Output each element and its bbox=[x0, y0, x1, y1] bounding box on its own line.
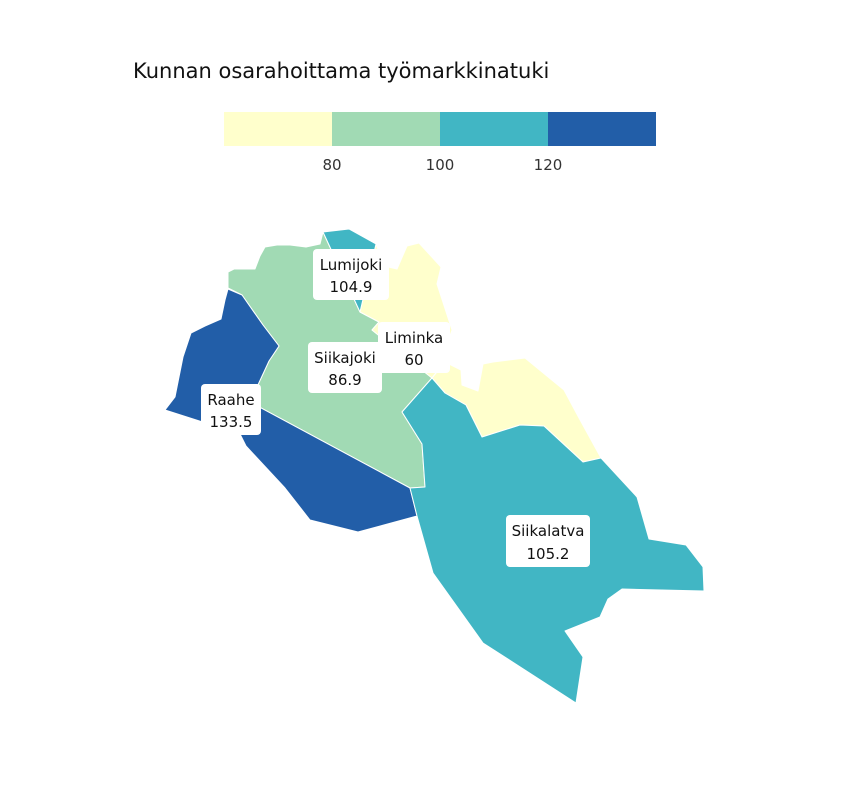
legend-bin-2 bbox=[332, 112, 440, 146]
region-labels: Lumijoki 104.9 Liminka 60 Siikajoki 86.9… bbox=[201, 249, 590, 567]
legend: 80 100 120 bbox=[224, 112, 656, 174]
label-siikalatva-name: Siikalatva bbox=[512, 522, 585, 540]
label-liminka: Liminka 60 bbox=[378, 322, 450, 373]
legend-bin-3 bbox=[440, 112, 548, 146]
legend-tick-80: 80 bbox=[322, 156, 341, 174]
label-liminka-box bbox=[378, 322, 450, 373]
label-siikajoki-value: 86.9 bbox=[328, 371, 361, 389]
label-siikajoki: Siikajoki 86.9 bbox=[308, 342, 382, 393]
label-siikajoki-name: Siikajoki bbox=[314, 349, 376, 367]
label-lumijoki-value: 104.9 bbox=[330, 278, 373, 296]
label-siikajoki-box bbox=[308, 342, 382, 393]
label-raahe-value: 133.5 bbox=[210, 413, 253, 431]
label-lumijoki: Lumijoki 104.9 bbox=[313, 249, 389, 300]
label-raahe: Raahe 133.5 bbox=[201, 384, 261, 435]
label-lumijoki-name: Lumijoki bbox=[320, 256, 383, 274]
legend-bin-1 bbox=[224, 112, 332, 146]
map-title: Kunnan osarahoittama työmarkkinatuki bbox=[133, 59, 549, 83]
legend-tick-120: 120 bbox=[534, 156, 563, 174]
label-lumijoki-box bbox=[313, 249, 389, 300]
regions bbox=[164, 228, 705, 704]
label-raahe-box bbox=[201, 384, 261, 435]
region-raahe[interactable] bbox=[164, 288, 418, 533]
label-liminka-value: 60 bbox=[404, 351, 423, 369]
label-siikalatva-value: 105.2 bbox=[527, 545, 570, 563]
label-siikalatva-box bbox=[506, 515, 590, 567]
label-liminka-name: Liminka bbox=[385, 329, 443, 347]
label-raahe-name: Raahe bbox=[207, 391, 254, 409]
legend-bin-4 bbox=[548, 112, 656, 146]
label-siikalatva: Siikalatva 105.2 bbox=[506, 515, 590, 567]
legend-tick-100: 100 bbox=[426, 156, 455, 174]
